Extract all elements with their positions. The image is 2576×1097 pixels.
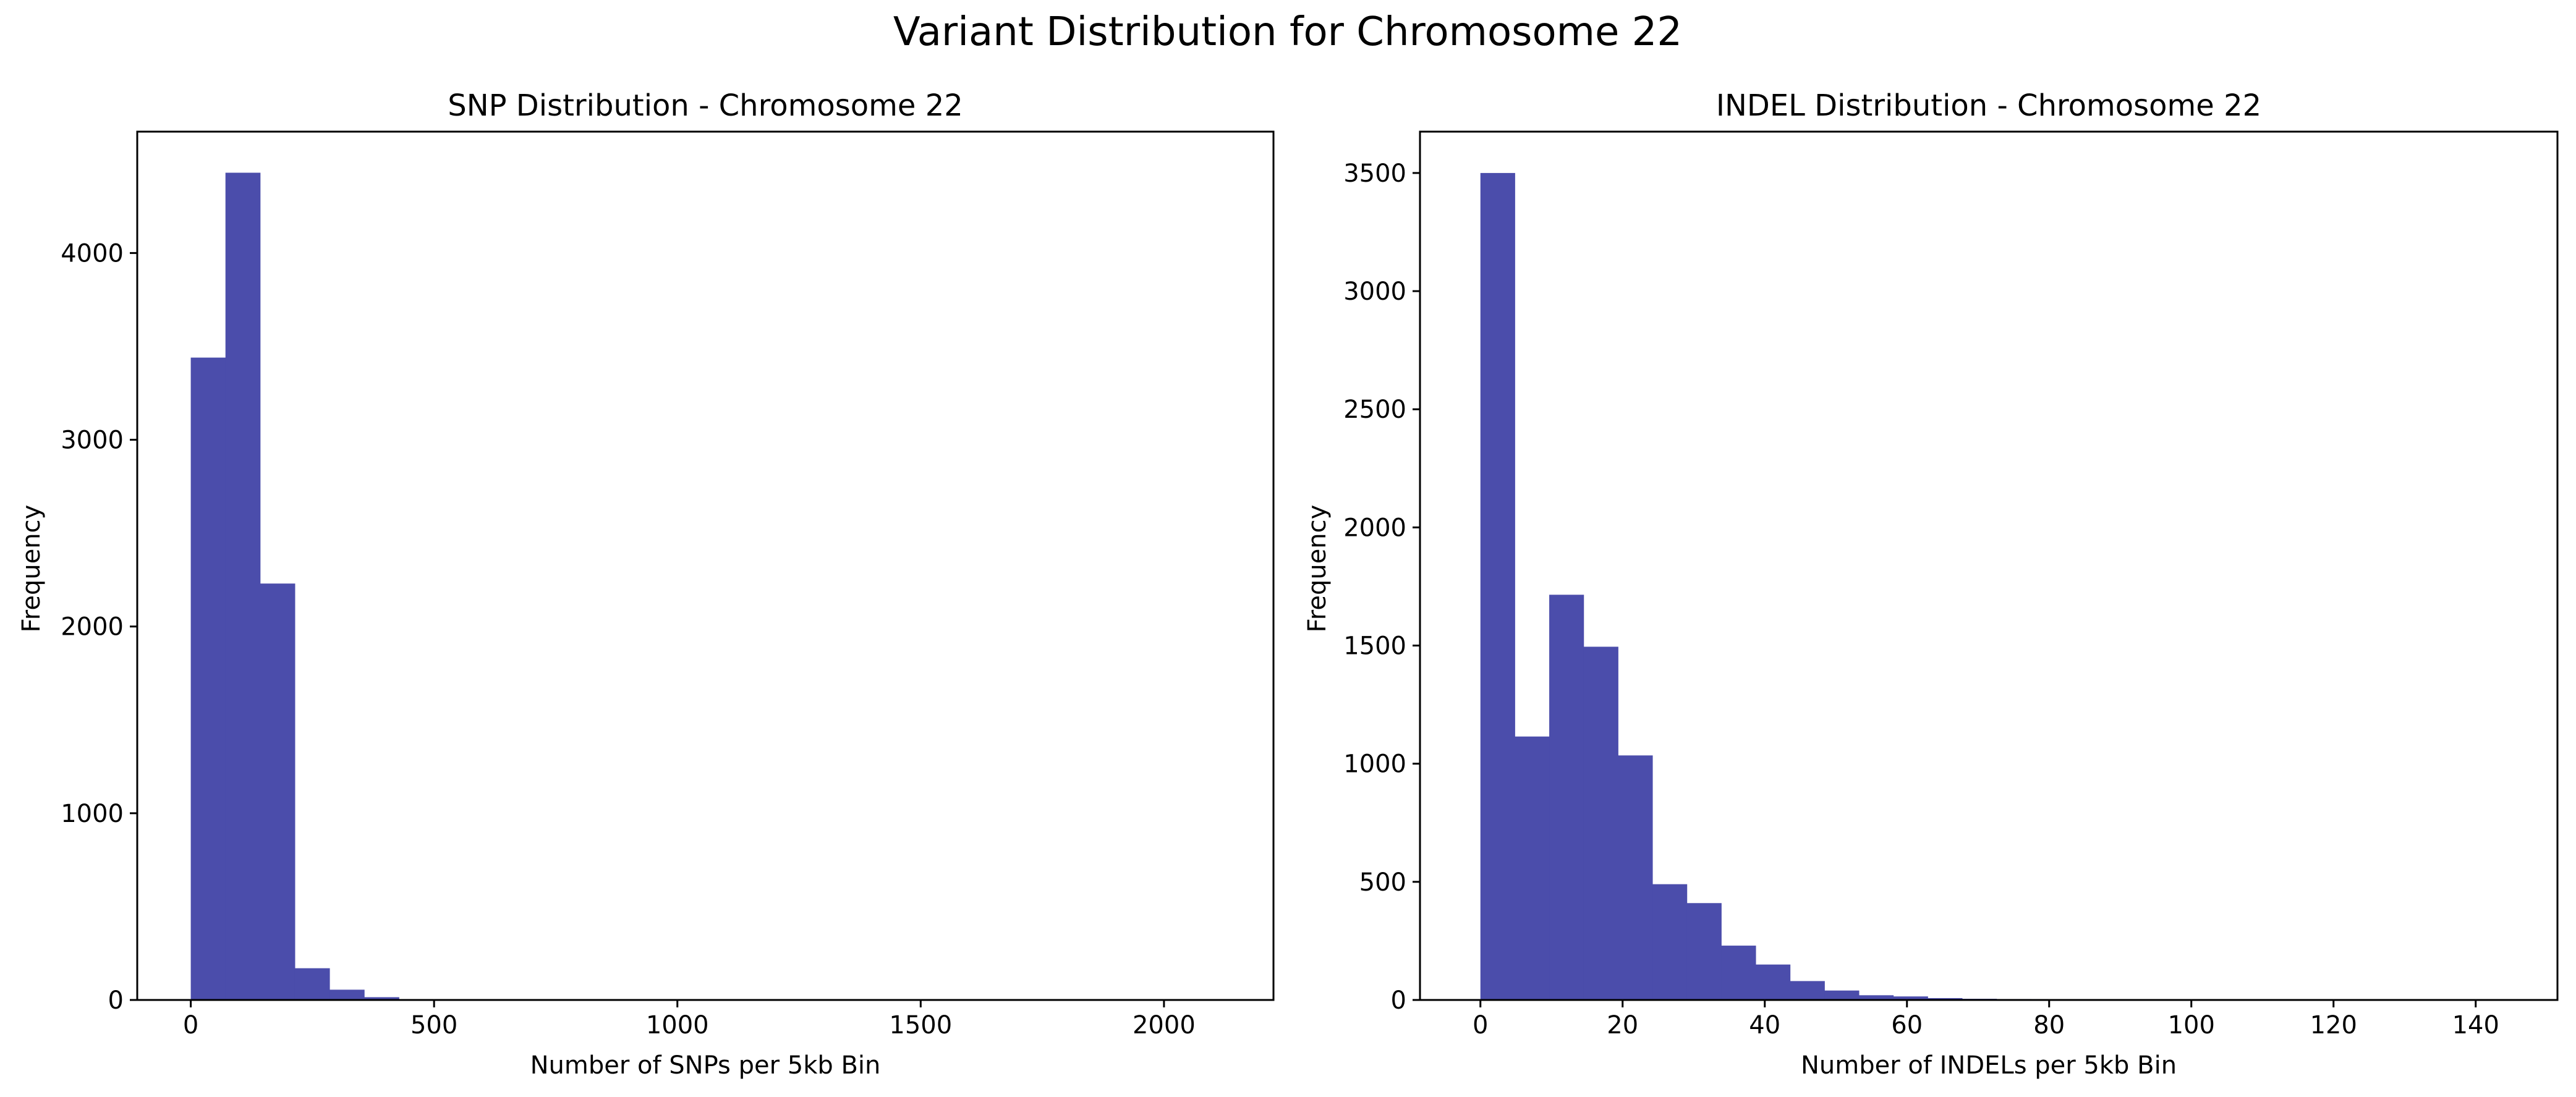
snp-axes-frame [136,130,1275,1001]
indel-x-tick-label: 140 [2452,1011,2499,1040]
indel-histogram-bar [1549,595,1584,1000]
snp-x-tick-label: 1500 [889,1011,952,1040]
indel-histogram-bar [1928,997,1963,1000]
snp-x-tick-label: 1000 [646,1011,709,1040]
figure-suptitle: Variant Distribution for Chromosome 22 [893,9,1682,55]
indel-x-axis-label: Number of INDELs per 5kb Bin [1801,1051,2177,1080]
indel-histogram-bar [1583,646,1618,1000]
indel-histogram-bar [1721,946,1756,1000]
snp-x-tick-label: 0 [183,1011,198,1040]
indel-x-tick-label: 120 [2310,1011,2357,1040]
indel-y-axis-label: Frequency [1303,505,1332,633]
indel-y-tick-label: 1500 [1343,632,1406,661]
indel-ticks: 0 20 40 60 80 100 120 140 0 500 1000 1500 2000 2500 30… [1343,159,2499,1040]
snp-y-tick-label: 4000 [61,239,124,268]
indel-histogram-bar [1515,736,1550,1000]
snp-y-tick-label: 0 [108,986,124,1015]
indel-y-tick-label: 2000 [1343,514,1406,542]
indel-histogram-bar [1480,172,1515,1000]
snp-histogram-bar [329,989,365,1000]
snp-chart-title: SNP Distribution - Chromosome 22 [448,88,963,123]
snp-y-tick-label: 2000 [61,613,124,642]
indel-histogram-bar [1824,990,1860,1000]
snp-histogram-bar [294,968,330,1000]
indel-x-tick-label: 80 [2033,1011,2065,1040]
indel-histogram-bar [1756,964,1791,1000]
indel-histogram-bar [1618,755,1653,1000]
indel-y-tick-label: 500 [1359,868,1406,897]
snp-histogram-bar [190,357,226,1000]
indel-axes-frame [1419,130,2559,1001]
indel-chart-title: INDEL Distribution - Chromosome 22 [1716,88,2261,123]
snp-histogram-bar [225,172,261,1000]
snp-histogram-bar [260,583,295,1000]
snp-x-axis-label: Number of SNPs per 5kb Bin [530,1051,881,1080]
snp-ticks: 0 500 1000 1500 2000 0 1000 2000 3000 4000 [61,239,1196,1040]
indel-y-tick-label: 3500 [1343,159,1406,188]
indel-histogram-panel: INDEL Distribution - Chromosome 22 Numbe… [1303,88,2559,1080]
indel-bars [1480,172,2135,1000]
indel-histogram-bar [1652,884,1688,1000]
snp-y-tick-label: 1000 [61,800,124,828]
indel-y-tick-label: 1000 [1343,750,1406,779]
snp-x-tick-label: 2000 [1133,1011,1196,1040]
indel-x-tick-label: 60 [1891,1011,1923,1040]
indel-histogram-bar [1686,903,1722,1000]
snp-x-tick-label: 500 [410,1011,457,1040]
snp-bars [190,172,1232,1000]
indel-x-tick-label: 100 [2168,1011,2215,1040]
indel-histogram-bar [1893,996,1928,1000]
indel-x-tick-label: 20 [1607,1011,1638,1040]
indel-histogram-bar [1790,981,1825,1000]
indel-y-tick-label: 0 [1391,986,1406,1015]
indel-y-tick-label: 2500 [1343,396,1406,424]
snp-histogram-bar [364,997,399,1000]
indel-x-tick-label: 0 [1473,1011,1488,1040]
indel-x-tick-label: 40 [1749,1011,1780,1040]
snp-y-tick-label: 3000 [61,426,124,455]
indel-y-tick-label: 3000 [1343,277,1406,306]
snp-y-axis-label: Frequency [17,505,46,633]
indel-histogram-bar [1859,995,1894,1000]
snp-histogram-panel: SNP Distribution - Chromosome 22 Number … [17,88,1275,1080]
